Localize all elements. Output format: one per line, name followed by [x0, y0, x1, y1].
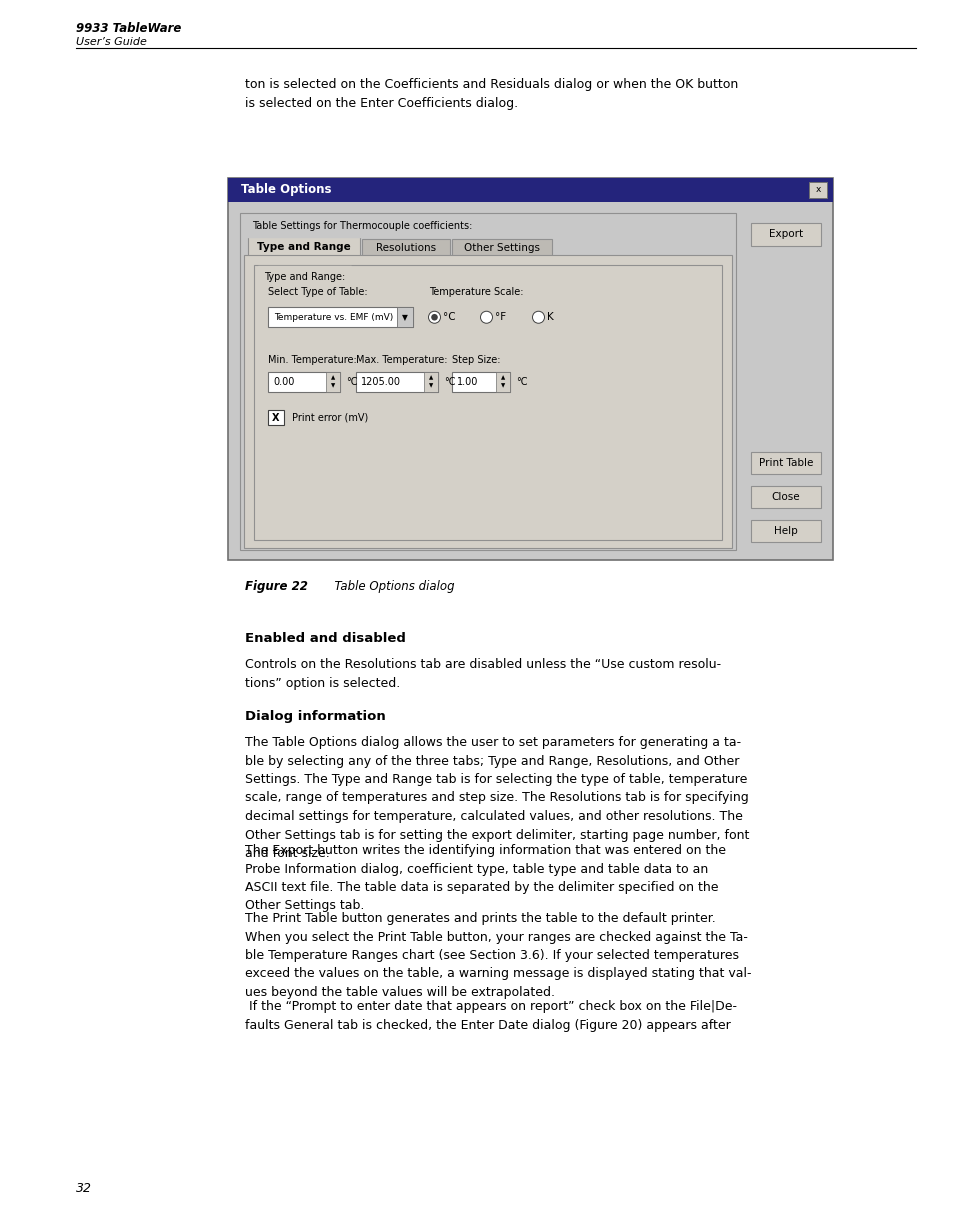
Text: ▲: ▲ [331, 375, 335, 380]
Text: ton is selected on the Coefficients and Residuals dialog or when the OK button
i: ton is selected on the Coefficients and … [245, 79, 738, 109]
Circle shape [480, 312, 492, 323]
Bar [423, 372, 437, 391]
Circle shape [532, 312, 544, 323]
Bar [750, 520, 821, 542]
Text: K: K [546, 312, 553, 323]
Bar [228, 178, 832, 560]
Text: Max. Temperature:: Max. Temperature: [355, 355, 447, 364]
Text: °F: °F [495, 312, 506, 323]
Bar [452, 372, 510, 391]
Text: The Table Options dialog allows the user to set parameters for generating a ta-
: The Table Options dialog allows the user… [245, 736, 749, 860]
Text: User’s Guide: User’s Guide [76, 37, 147, 47]
Bar [361, 239, 450, 256]
Bar [240, 213, 735, 550]
Bar [248, 236, 359, 259]
Circle shape [428, 312, 440, 323]
Text: Table Settings for Thermocouple coefficients:: Table Settings for Thermocouple coeffici… [252, 222, 472, 232]
Text: Other Settings: Other Settings [463, 243, 539, 253]
Text: ▼: ▼ [429, 384, 433, 389]
Bar [268, 372, 339, 391]
Text: Min. Temperature:: Min. Temperature: [268, 355, 356, 364]
Text: ▲: ▲ [429, 375, 433, 380]
Text: Resolutions: Resolutions [375, 243, 436, 253]
Text: ▲: ▲ [500, 375, 504, 380]
Text: °C: °C [443, 377, 455, 387]
Text: Temperature vs. EMF (mV): Temperature vs. EMF (mV) [274, 313, 393, 321]
Text: The Print Table button generates and prints the table to the default printer.
Wh: The Print Table button generates and pri… [245, 912, 751, 999]
Bar [808, 182, 826, 198]
Bar [750, 452, 821, 474]
Text: X: X [272, 412, 279, 423]
Text: 9933 TableWare: 9933 TableWare [76, 22, 181, 36]
Bar [228, 178, 832, 201]
Text: Dialog information: Dialog information [245, 710, 385, 723]
Bar [750, 223, 821, 245]
Bar [268, 308, 413, 328]
Text: The Export button writes the identifying information that was entered on the
Pro: The Export button writes the identifying… [245, 844, 725, 913]
Text: Figure 22: Figure 22 [245, 580, 308, 593]
Text: Step Size:: Step Size: [452, 355, 500, 364]
Bar [355, 372, 437, 391]
Text: Print error (mV): Print error (mV) [292, 412, 367, 423]
Text: x: x [815, 185, 820, 194]
Bar [496, 372, 510, 391]
Text: Export: Export [768, 229, 802, 239]
Text: Table Options: Table Options [241, 183, 331, 196]
Text: Type and Range: Type and Range [257, 243, 351, 253]
Text: Table Options dialog: Table Options dialog [327, 580, 455, 593]
Text: Type and Range:: Type and Range: [264, 272, 345, 282]
Text: °C: °C [516, 377, 527, 387]
Text: °C: °C [346, 377, 357, 387]
Text: Temperature Scale:: Temperature Scale: [429, 287, 523, 297]
Text: ▼: ▼ [331, 384, 335, 389]
Text: 32: 32 [76, 1182, 91, 1195]
Text: Print Table: Print Table [758, 458, 812, 467]
Text: Close: Close [771, 492, 800, 502]
Bar [452, 239, 552, 256]
Text: Enabled and disabled: Enabled and disabled [245, 632, 405, 645]
Text: 0.00: 0.00 [273, 377, 294, 387]
Text: Help: Help [773, 526, 797, 536]
Bar [396, 308, 413, 328]
Text: ▼: ▼ [401, 313, 408, 321]
Text: If the “Prompt to enter date that appears on report” check box on the File|De-
f: If the “Prompt to enter date that appear… [245, 1000, 737, 1032]
Text: 1.00: 1.00 [456, 377, 477, 387]
Text: °C: °C [442, 312, 456, 323]
Text: 1205.00: 1205.00 [360, 377, 400, 387]
Bar [326, 372, 339, 391]
Circle shape [431, 314, 437, 320]
Bar [268, 410, 283, 426]
Text: Controls on the Resolutions tab are disabled unless the “Use custom resolu-
tion: Controls on the Resolutions tab are disa… [245, 658, 720, 690]
Text: Select Type of Table:: Select Type of Table: [268, 287, 367, 297]
Bar [244, 255, 731, 548]
Text: ▼: ▼ [500, 384, 504, 389]
Bar [750, 486, 821, 508]
Bar [253, 265, 721, 540]
